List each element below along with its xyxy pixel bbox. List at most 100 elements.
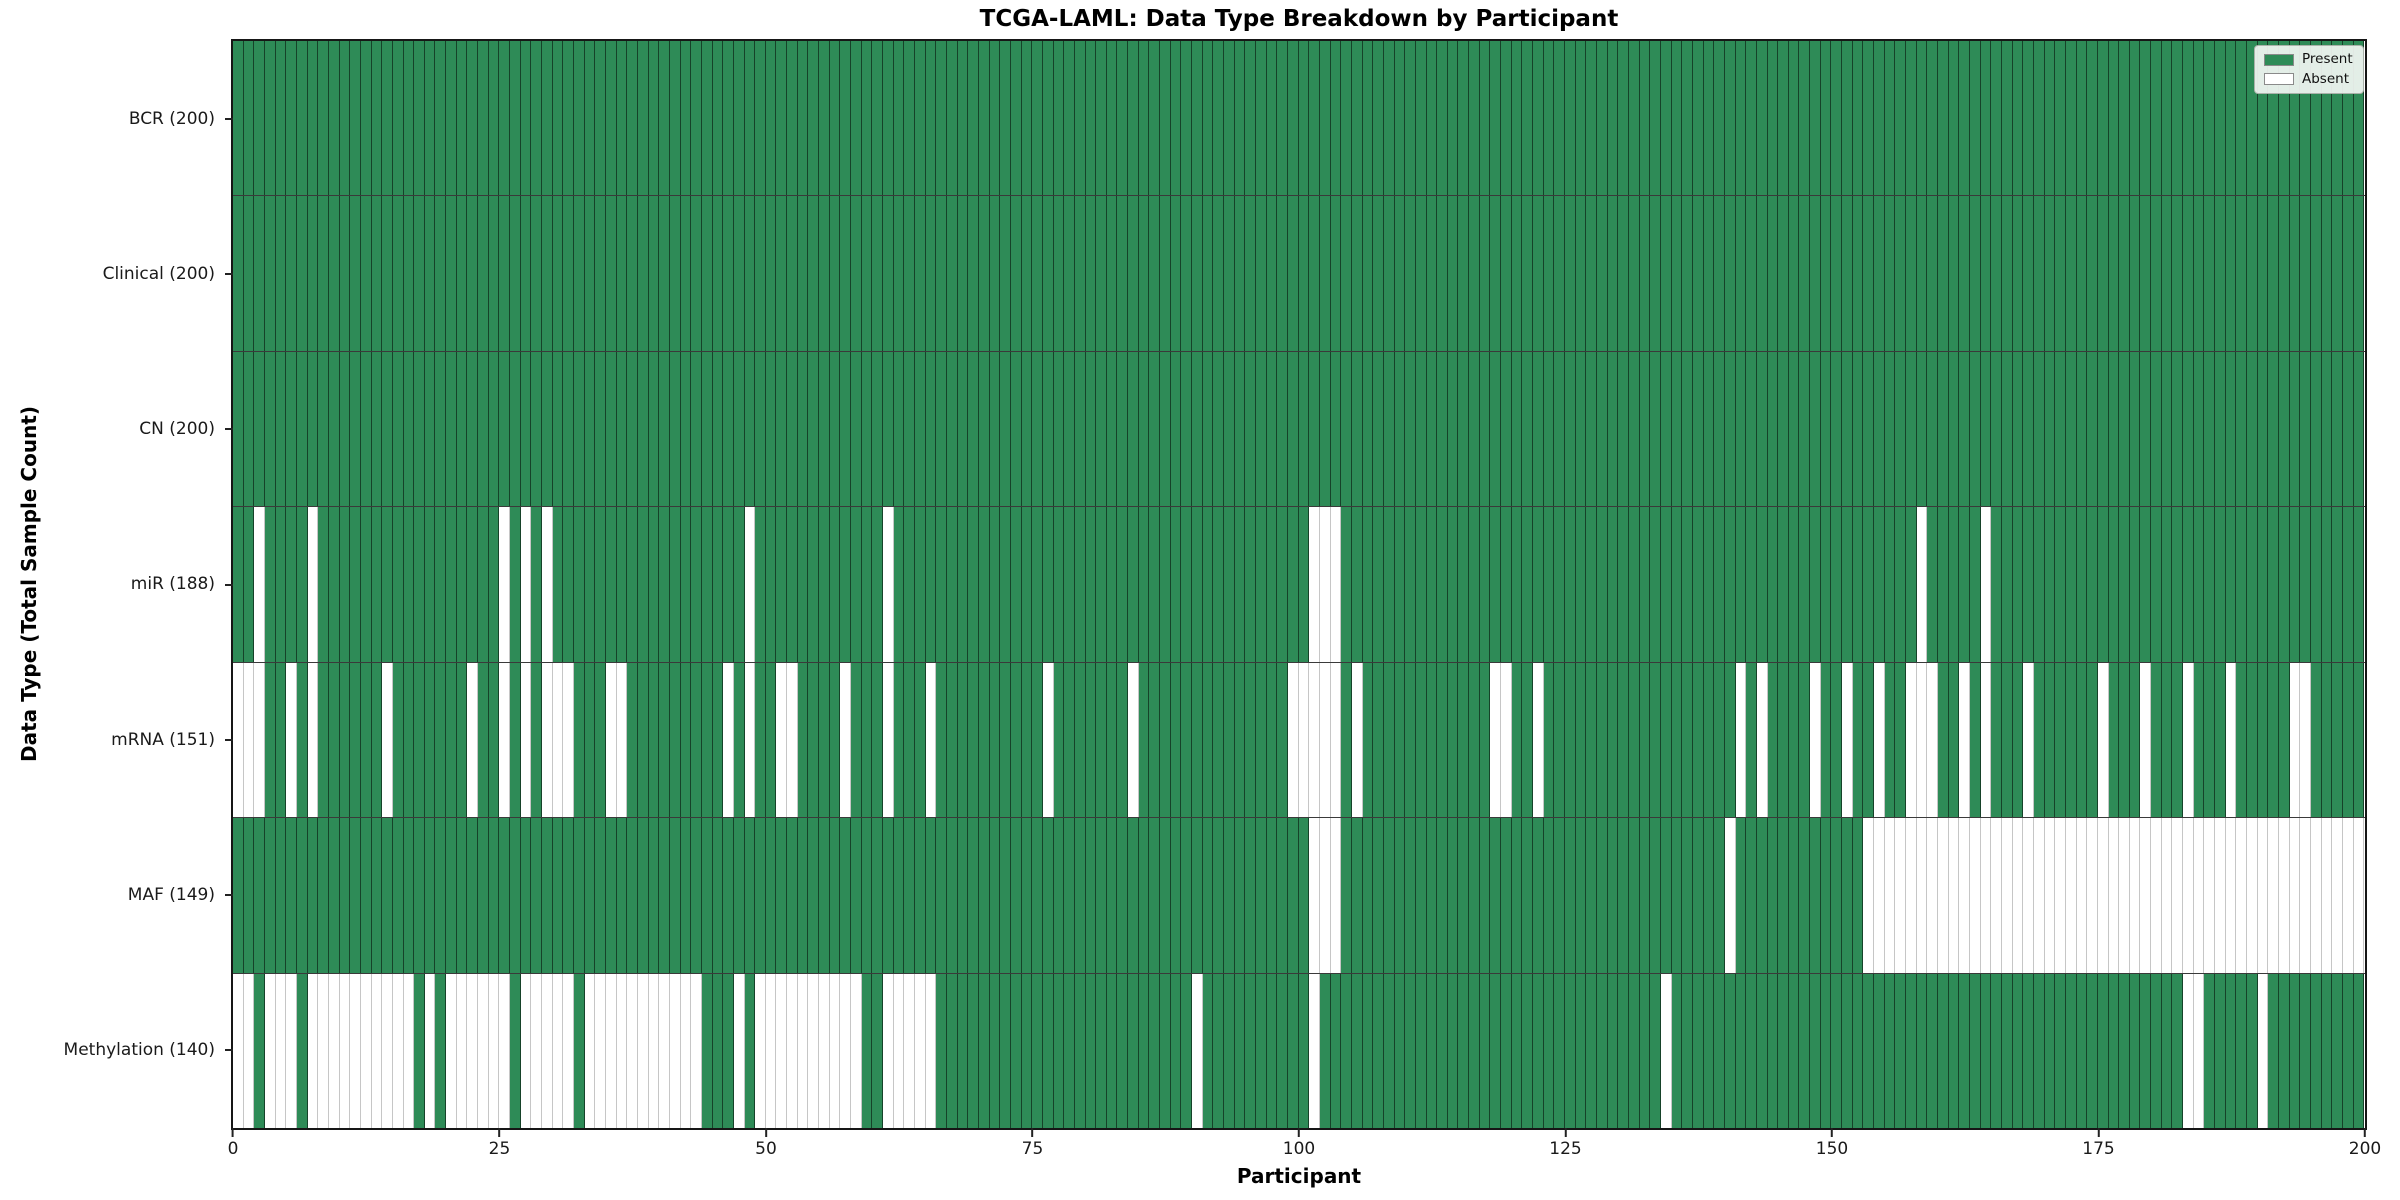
- matrix-cell: [765, 507, 777, 662]
- matrix-cell: [456, 662, 468, 818]
- matrix-cell: [1437, 818, 1448, 973]
- matrix-cell: [307, 818, 319, 973]
- matrix-cell: [2332, 507, 2343, 662]
- matrix-cell: [1895, 662, 1907, 818]
- matrix-cell: [904, 351, 915, 507]
- matrix-cell: [542, 662, 553, 818]
- matrix-cell: [1735, 818, 1747, 973]
- matrix-cell: [1703, 351, 1715, 507]
- matrix-cell: [2300, 41, 2311, 196]
- matrix-cell: [744, 41, 756, 196]
- matrix-cell: [1543, 818, 1555, 973]
- matrix-cell: [382, 973, 393, 1128]
- matrix-cell: [2257, 351, 2269, 507]
- matrix-cell: [339, 818, 351, 973]
- matrix-cell: [2012, 662, 2024, 818]
- matrix-cell: [456, 196, 468, 351]
- matrix-cell: [861, 507, 873, 662]
- matrix-cell: [1660, 818, 1672, 973]
- matrix-cell: [1117, 41, 1129, 196]
- matrix-cell: [1053, 351, 1065, 507]
- matrix-cell: [1959, 973, 1970, 1128]
- matrix-cell: [254, 662, 265, 818]
- matrix-cell: [616, 507, 628, 662]
- matrix-cell: [1810, 41, 1821, 196]
- matrix-cell: [2161, 662, 2173, 818]
- matrix-cell: [1916, 196, 1928, 351]
- matrix-cell: [520, 973, 532, 1128]
- matrix-cell: [2279, 818, 2290, 973]
- matrix-cell: [2129, 351, 2141, 507]
- matrix-cell: [978, 41, 990, 196]
- matrix-cell: [1660, 973, 1672, 1128]
- matrix-cell: [1053, 818, 1065, 973]
- matrix-cell: [1938, 351, 1949, 507]
- matrix-cell: [1959, 662, 1970, 818]
- matrix-cell: [1788, 196, 1800, 351]
- matrix-cell: [1319, 507, 1331, 662]
- matrix-cell: [1927, 196, 1938, 351]
- matrix-cell: [584, 196, 596, 351]
- matrix-cell: [1927, 41, 1938, 196]
- matrix-cell: [861, 196, 873, 351]
- matrix-cell: [1074, 351, 1086, 507]
- matrix-cell: [1533, 973, 1544, 1128]
- matrix-cell: [1106, 818, 1118, 973]
- matrix-cell: [1778, 351, 1789, 507]
- matrix-cell: [1884, 662, 1896, 818]
- matrix-cell: [1032, 818, 1043, 973]
- matrix-cell: [1522, 662, 1534, 818]
- matrix-cell: [1383, 662, 1395, 818]
- matrix-cell: [1351, 818, 1363, 973]
- matrix-cell: [1021, 196, 1033, 351]
- matrix-cell: [1820, 351, 1832, 507]
- matrix-cell: [1128, 973, 1139, 1128]
- matrix-cell: [883, 351, 894, 507]
- matrix-cell: [1746, 507, 1757, 662]
- matrix-cell: [1746, 351, 1757, 507]
- matrix-cell: [1426, 196, 1438, 351]
- matrix-cell: [360, 818, 372, 973]
- matrix-cell: [1703, 196, 1715, 351]
- matrix-cell: [1469, 196, 1480, 351]
- matrix-cell: [424, 662, 436, 818]
- matrix-cell: [1906, 507, 1917, 662]
- matrix-cell: [2342, 507, 2354, 662]
- matrix-cell: [819, 662, 830, 818]
- matrix-cell: [414, 196, 425, 351]
- matrix-cell: [1170, 41, 1182, 196]
- matrix-cell: [584, 973, 596, 1128]
- matrix-cell: [1064, 662, 1075, 818]
- matrix-cell: [797, 507, 809, 662]
- matrix-cell: [1213, 41, 1225, 196]
- matrix-cell: [883, 41, 894, 196]
- matrix-cell: [1565, 507, 1576, 662]
- matrix-cell: [1373, 351, 1384, 507]
- x-tick-text: 100: [1282, 1139, 1316, 1159]
- matrix-cell: [1948, 973, 1960, 1128]
- matrix-cell: [2151, 507, 2162, 662]
- matrix-cell: [488, 662, 500, 818]
- matrix-cell: [2119, 41, 2130, 196]
- matrix-cell: [2023, 196, 2034, 351]
- matrix-cell: [520, 351, 532, 507]
- matrix-cell: [2033, 507, 2045, 662]
- matrix-cell: [2023, 973, 2034, 1128]
- matrix-cell: [243, 662, 255, 818]
- matrix-cell: [1682, 973, 1693, 1128]
- matrix-cell: [1202, 351, 1214, 507]
- matrix-cell: [627, 41, 638, 196]
- matrix-cell: [1692, 41, 1704, 196]
- matrix-cell: [744, 196, 756, 351]
- matrix-cell: [254, 507, 265, 662]
- matrix-cell: [595, 351, 606, 507]
- matrix-cell: [733, 507, 745, 662]
- matrix-cell: [1852, 973, 1864, 1128]
- matrix-cell: [893, 818, 905, 973]
- matrix-cell: [808, 818, 820, 973]
- matrix-cell: [2065, 662, 2077, 818]
- matrix-cell: [1266, 973, 1278, 1128]
- matrix-cell: [797, 818, 809, 973]
- matrix-cell: [1597, 818, 1608, 973]
- matrix-cell: [1991, 351, 2002, 507]
